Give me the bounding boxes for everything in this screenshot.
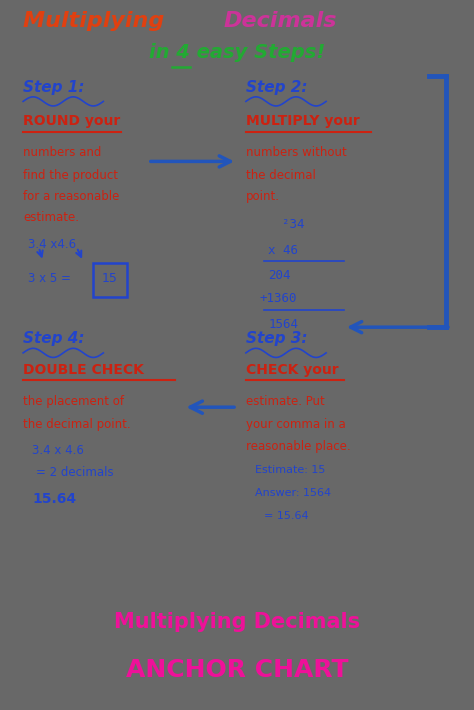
Text: Decimals: Decimals — [224, 11, 337, 31]
Text: in 4 easy Steps!: in 4 easy Steps! — [149, 43, 325, 62]
Text: x 46: x 46 — [268, 244, 298, 256]
Text: Estimate: 15: Estimate: 15 — [255, 465, 325, 475]
Text: Multiplying: Multiplying — [23, 11, 172, 31]
Text: find the product: find the product — [23, 169, 118, 182]
Text: Multiplying Decimals: Multiplying Decimals — [114, 612, 360, 632]
Text: = 2 decimals: = 2 decimals — [36, 466, 114, 479]
Text: the decimal point.: the decimal point. — [23, 417, 131, 431]
Text: 1564: 1564 — [268, 318, 298, 331]
Text: MULTIPLY your: MULTIPLY your — [246, 114, 360, 129]
Text: the placement of: the placement of — [23, 395, 124, 408]
Text: ²34: ²34 — [282, 218, 304, 231]
Text: ANCHOR CHART: ANCHOR CHART — [126, 657, 348, 682]
Text: Step 1:: Step 1: — [23, 80, 85, 94]
Text: Answer: 1564: Answer: 1564 — [255, 488, 331, 498]
Text: numbers without: numbers without — [246, 146, 346, 159]
Text: your comma in a: your comma in a — [246, 417, 346, 431]
Text: point.: point. — [246, 190, 280, 203]
Text: 15: 15 — [102, 272, 118, 285]
Text: DOUBLE CHECK: DOUBLE CHECK — [23, 363, 144, 377]
Text: 204: 204 — [268, 269, 291, 283]
Text: 3.4 x 4.6: 3.4 x 4.6 — [32, 444, 84, 457]
Text: CHECK your: CHECK your — [246, 363, 338, 377]
Text: reasonable place.: reasonable place. — [246, 439, 351, 452]
Text: = 15.64: = 15.64 — [264, 510, 309, 520]
Text: Step 4:: Step 4: — [23, 331, 85, 346]
Text: estimate.: estimate. — [23, 211, 79, 224]
Text: Step 2:: Step 2: — [246, 80, 308, 94]
Text: Step 3:: Step 3: — [246, 331, 308, 346]
Text: 15.64: 15.64 — [32, 491, 76, 506]
Text: 3.4 x4.6: 3.4 x4.6 — [27, 238, 76, 251]
Text: 3 x 5 =: 3 x 5 = — [27, 272, 71, 285]
Text: estimate. Put: estimate. Put — [246, 395, 325, 408]
Text: numbers and: numbers and — [23, 146, 101, 159]
Text: +1360: +1360 — [259, 292, 297, 305]
Text: ROUND your: ROUND your — [23, 114, 120, 129]
Text: the decimal: the decimal — [246, 169, 316, 182]
Text: for a reasonable: for a reasonable — [23, 190, 119, 203]
